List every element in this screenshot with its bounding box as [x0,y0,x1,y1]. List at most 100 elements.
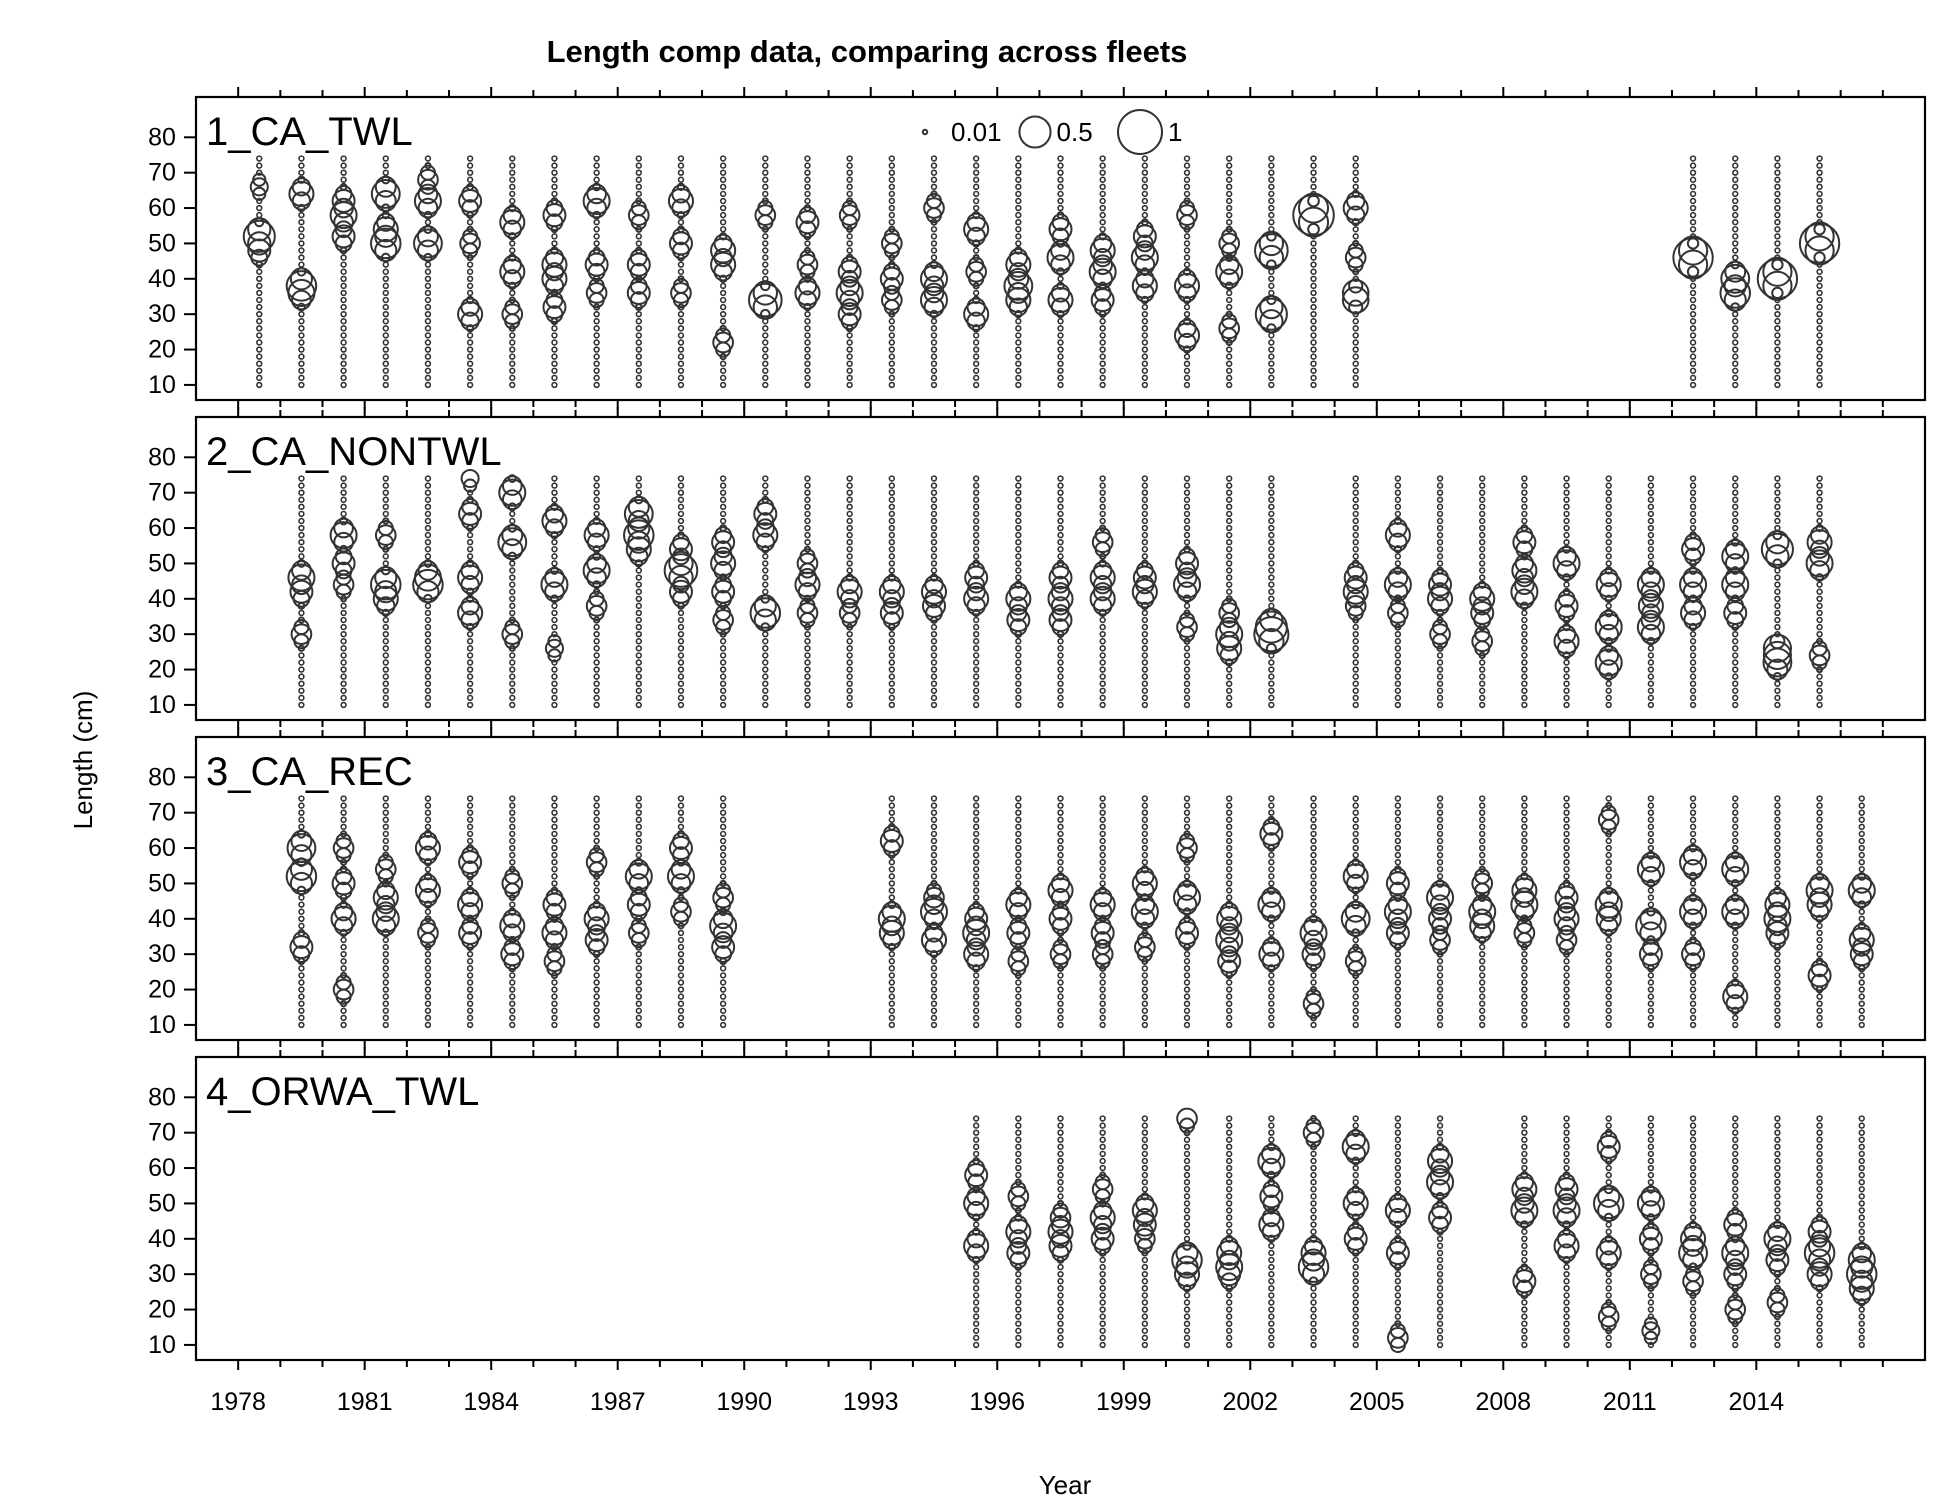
length-bubble [1732,694,1739,702]
length-bubble [1724,1249,1746,1271]
length-bubble [1563,958,1570,965]
length-bubble [1015,475,1022,482]
length-bubble [1605,851,1612,859]
length-bubble [1774,866,1781,873]
length-bubble [1553,628,1580,655]
length-bubble [509,979,516,986]
year-column [412,475,444,709]
length-bubble [509,289,516,297]
length-bubble [1136,931,1153,949]
length-bubble [804,169,811,176]
length-bubble [1646,636,1656,646]
length-bubble [1732,218,1739,226]
length-bubble [972,1278,980,1285]
length-bubble [719,659,727,666]
length-bubble [1521,986,1528,993]
length-bubble [1723,288,1747,312]
length-bubble [1732,1129,1739,1136]
length-bubble [1857,921,1866,931]
y-tick-label: 80 [148,123,176,151]
length-bubble [930,993,938,1000]
length-bubble [1310,1306,1317,1313]
length-bubble [677,353,685,360]
length-bubble [1099,1171,1107,1179]
length-bubble [930,666,938,673]
length-bubble [1057,659,1064,666]
length-bubble [1809,873,1830,894]
length-bubble [1015,325,1022,332]
length-bubble [1732,1115,1739,1122]
length-bubble [298,367,305,374]
length-bubble [1266,1170,1276,1180]
length-bubble [888,866,896,873]
length-bubble [1140,267,1150,277]
length-bubble [1605,1007,1612,1014]
length-bubble [593,795,600,802]
length-bubble [424,680,432,687]
length-bubble [1141,475,1149,482]
length-bubble [424,687,432,694]
length-bubble [1014,246,1023,255]
length-bubble [719,155,727,162]
length-bubble [1301,1262,1326,1286]
length-bubble [1268,1285,1275,1292]
length-bubble [1605,538,1612,546]
length-bubble [1858,993,1865,1000]
length-bubble [1816,1115,1823,1122]
length-bubble [499,209,526,236]
length-bubble [424,915,432,923]
length-bubble [1562,879,1571,888]
length-bubble [1352,1285,1359,1292]
length-bubble [288,180,315,207]
length-bubble [544,916,565,936]
length-bubble [1225,1000,1233,1007]
length-bubble [1732,346,1739,353]
length-bubble [1767,887,1788,908]
length-bubble [1774,851,1781,859]
length-bubble [1605,795,1612,802]
year-column [1763,795,1792,1029]
length-bubble [502,255,522,275]
length-bubble [1514,553,1535,574]
length-bubble [888,666,896,673]
length-bubble [1605,1334,1612,1342]
length-bubble [1099,1007,1106,1014]
length-bubble [1816,602,1823,610]
length-bubble [1050,582,1071,602]
length-bubble [1394,687,1402,694]
year-column [1510,475,1539,709]
length-bubble [1015,367,1022,374]
length-bubble [1774,630,1781,638]
length-bubble [1520,1263,1529,1271]
length-bubble [846,169,853,176]
length-bubble [1268,574,1275,581]
length-bubble [508,616,516,624]
length-bubble [1261,887,1282,908]
length-bubble [635,197,643,205]
length-bubble [1183,1000,1191,1007]
length-bubble [1816,1341,1823,1349]
length-bubble [1858,1129,1865,1136]
length-bubble [1732,475,1739,482]
length-bubble [923,908,945,930]
length-bubble [1429,623,1451,646]
length-bubble [1352,1021,1359,1029]
length-bubble [1225,1021,1233,1029]
length-bubble [1640,1263,1662,1286]
length-bubble [677,176,685,183]
length-bubble [1774,254,1781,261]
length-bubble [1774,496,1781,503]
length-bubble [1604,886,1614,895]
length-bubble [424,866,432,873]
length-bubble [1689,701,1697,709]
length-bubble [424,958,432,965]
length-bubble [1352,659,1359,666]
length-bubble [509,694,516,702]
length-bubble [1605,1178,1612,1186]
length-bubble [1478,680,1486,687]
length-bubble [1605,1228,1612,1235]
length-bubble [1099,979,1106,986]
length-bubble [1219,1236,1239,1256]
length-bubble [1005,585,1032,612]
length-bubble [1394,1313,1402,1320]
